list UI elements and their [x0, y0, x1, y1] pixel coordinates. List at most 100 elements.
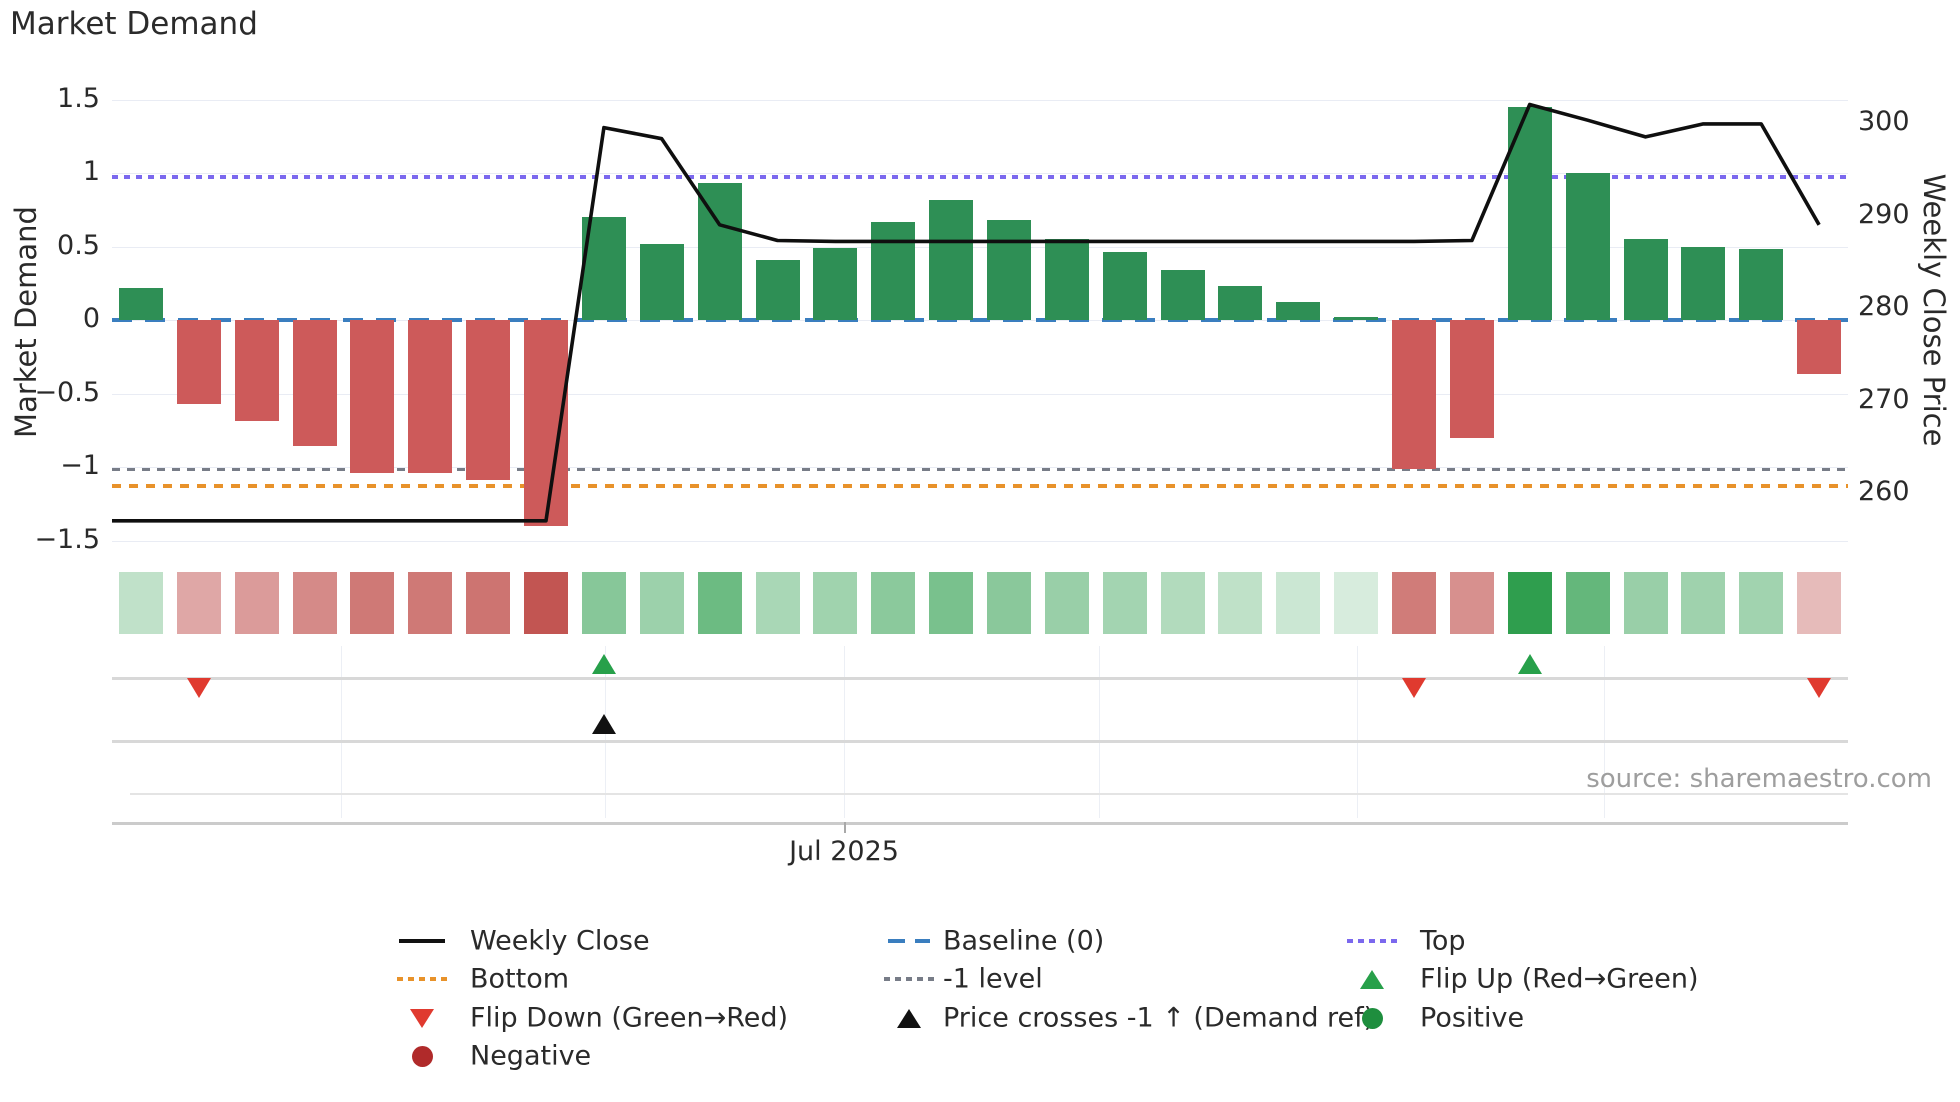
footer-gridline	[130, 793, 1848, 795]
heatmap-cell	[524, 572, 568, 634]
demand-bar	[466, 320, 511, 481]
heatmap-cell	[813, 572, 858, 634]
heatmap-cell	[1797, 572, 1842, 634]
right-axis-tick: 300	[1858, 106, 1910, 137]
y-gridline	[112, 540, 1848, 542]
marker-separator	[112, 740, 1848, 743]
legend-label: Positive	[1420, 1002, 1525, 1034]
page-title: Market Demand	[10, 6, 258, 42]
legend-label: Price crosses -1 ↑ (Demand ref)	[943, 1002, 1375, 1034]
legend-label: Negative	[470, 1040, 592, 1072]
y-gridline	[112, 246, 1848, 248]
demand-bar	[1334, 317, 1379, 320]
marker-flip-down-icon	[186, 678, 211, 698]
heatmap-cell	[118, 572, 163, 634]
demand-bar	[350, 320, 395, 473]
x-tick-label: Jul 2025	[789, 836, 899, 867]
demand-bar	[929, 199, 974, 320]
heatmap-cell	[1623, 572, 1668, 634]
heatmap-cell	[1565, 572, 1610, 634]
demand-bar	[871, 221, 916, 320]
left-axis-tick: 0	[82, 303, 100, 334]
heatmap-cell	[929, 572, 974, 634]
legend-symbol-triangle-up	[1360, 970, 1384, 989]
month-gridline	[1604, 646, 1606, 818]
ref-line-top	[112, 175, 1848, 180]
weekly-close-line	[112, 102, 1821, 523]
heatmap-cell	[697, 572, 742, 634]
ref-line--1-level	[112, 468, 1848, 472]
y-gridline	[112, 99, 1848, 101]
legend-symbol-triangle-down	[410, 1009, 434, 1028]
month-gridline	[1357, 646, 1359, 818]
right-axis-tick: 280	[1858, 291, 1910, 322]
demand-bar	[1681, 246, 1726, 320]
demand-bar	[176, 320, 221, 404]
demand-bar	[1102, 252, 1147, 320]
demand-bar	[1565, 173, 1610, 320]
demand-bar	[1276, 302, 1321, 320]
left-axis-tick: −1	[60, 450, 100, 481]
heatmap-cell	[292, 572, 337, 634]
demand-bar	[639, 243, 684, 320]
y-gridline	[112, 393, 1848, 395]
heatmap-cell	[986, 572, 1031, 634]
left-axis-tick: 1.5	[57, 82, 100, 114]
left-axis-tick: 0.5	[57, 229, 100, 261]
demand-bar	[234, 320, 279, 422]
month-gridline	[844, 646, 846, 818]
heatmap-cell	[755, 572, 800, 634]
demand-bar	[1392, 320, 1436, 469]
heatmap-cell	[1102, 572, 1147, 634]
demand-bar	[1797, 320, 1842, 375]
heatmap-cell	[1449, 572, 1494, 634]
month-gridline	[341, 646, 343, 818]
heatmap-cell	[1276, 572, 1321, 634]
heatmap-cell	[639, 572, 684, 634]
ref-line-bottom	[112, 484, 1848, 489]
legend-label: Top	[1420, 925, 1466, 957]
heatmap-cell	[1218, 572, 1263, 634]
x-axis-line	[112, 822, 1848, 825]
heatmap-cell	[871, 572, 916, 634]
legend-label: Baseline (0)	[943, 925, 1105, 957]
demand-bar	[1218, 286, 1263, 320]
heatmap-cell	[350, 572, 395, 634]
heatmap-cell	[1160, 572, 1205, 634]
ref-line-baseline-0-	[112, 318, 1848, 322]
heatmap-cell	[1044, 572, 1089, 634]
demand-bar	[1739, 249, 1784, 320]
legend-label: Flip Down (Green→Red)	[470, 1002, 789, 1034]
marker-flip-down-icon	[1807, 678, 1832, 698]
right-axis-tick: 260	[1858, 476, 1910, 507]
left-axis-tick: −0.5	[34, 376, 100, 408]
heatmap-cell	[1507, 572, 1552, 634]
demand-bar	[118, 287, 163, 320]
demand-bar	[813, 248, 858, 320]
demand-bar	[986, 220, 1031, 320]
y-gridline	[112, 173, 1848, 174]
marker-separator	[112, 677, 1848, 680]
y-gridline	[112, 467, 1848, 468]
left-axis-tick: 1	[82, 156, 100, 187]
legend-symbol-dots	[884, 977, 934, 981]
marker-flip-up-icon	[591, 654, 616, 674]
demand-bar	[1449, 320, 1494, 438]
demand-bar	[408, 320, 453, 473]
heatmap-cell	[466, 572, 511, 634]
legend-symbol-circle	[1361, 1007, 1383, 1029]
heatmap-cell	[1739, 572, 1784, 634]
heatmap-cell	[1334, 572, 1379, 634]
right-axis-tick: 290	[1858, 198, 1910, 230]
heatmap-cell	[234, 572, 279, 634]
marker-flip-up-icon	[1517, 654, 1542, 674]
legend-symbol-dashes	[888, 939, 930, 943]
x-axis-tick	[844, 822, 847, 833]
heatmap-cell	[581, 572, 626, 634]
heatmap-cell	[408, 572, 453, 634]
legend-label: -1 level	[943, 963, 1043, 995]
left-axis-tick: −1.5	[34, 523, 100, 555]
legend-symbol-line	[399, 939, 445, 943]
